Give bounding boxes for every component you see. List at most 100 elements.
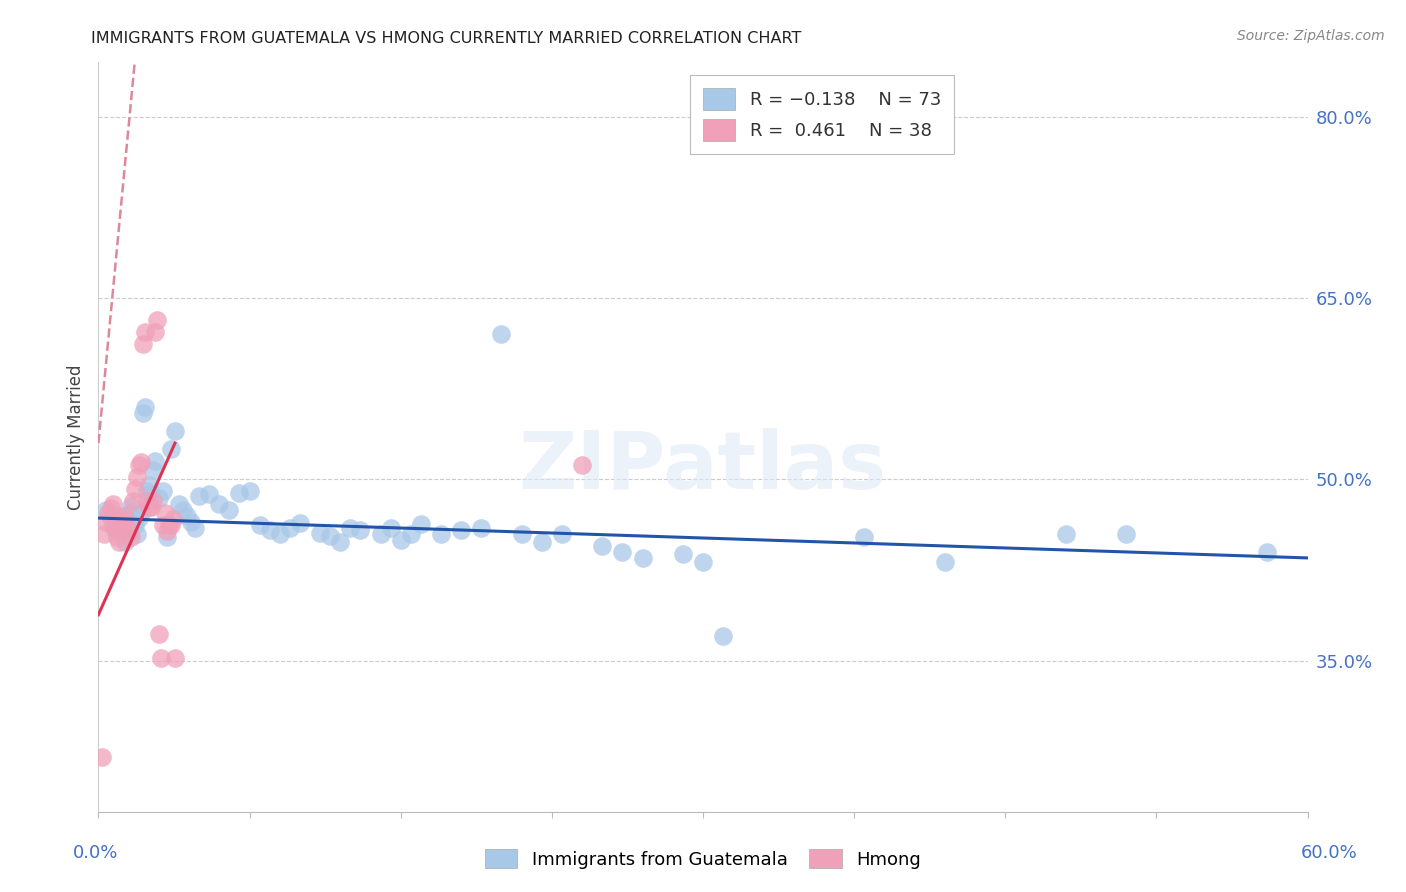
Point: [149, 651, 172, 665]
Point: [120, 499, 142, 513]
Point: [1054, 526, 1077, 541]
Point: [100, 501, 122, 516]
Point: [110, 518, 132, 533]
Point: [124, 518, 146, 533]
Point: [134, 325, 156, 339]
Point: [157, 518, 180, 533]
Point: [853, 530, 876, 544]
Point: [389, 533, 412, 547]
Point: [143, 325, 166, 339]
Point: [160, 442, 183, 457]
Point: [692, 555, 714, 569]
Point: [1115, 526, 1137, 541]
Point: [118, 506, 141, 520]
Point: [160, 518, 183, 533]
Point: [259, 523, 281, 537]
Point: [101, 497, 124, 511]
Point: [121, 515, 143, 529]
Point: [409, 517, 432, 532]
Point: [470, 521, 492, 535]
Point: [319, 529, 342, 543]
Point: [101, 518, 124, 533]
Point: [152, 484, 174, 499]
Text: IMMIGRANTS FROM GUATEMALA VS HMONG CURRENTLY MARRIED CORRELATION CHART: IMMIGRANTS FROM GUATEMALA VS HMONG CURRE…: [91, 31, 801, 46]
Point: [107, 535, 129, 549]
Point: [380, 521, 402, 535]
Point: [591, 539, 613, 553]
Text: ZIPatlas: ZIPatlas: [519, 428, 887, 506]
Point: [114, 535, 136, 549]
Point: [228, 485, 250, 500]
Point: [96, 502, 118, 516]
Point: [156, 530, 179, 544]
Point: [329, 535, 352, 549]
Point: [120, 530, 142, 544]
Point: [430, 526, 453, 541]
Point: [118, 524, 141, 539]
Point: [399, 526, 422, 541]
Point: [249, 518, 271, 533]
Point: [107, 515, 129, 529]
Point: [148, 627, 170, 641]
Point: [135, 484, 157, 499]
Point: [121, 494, 143, 508]
Point: [97, 506, 120, 520]
Point: [571, 458, 593, 472]
Point: [180, 515, 202, 529]
Point: [134, 400, 156, 414]
Point: [110, 521, 132, 535]
Point: [156, 524, 179, 539]
Point: [631, 550, 654, 565]
Point: [184, 521, 207, 535]
Point: [103, 521, 125, 535]
Point: [349, 523, 371, 537]
Point: [138, 500, 160, 515]
Point: [115, 515, 138, 529]
Point: [218, 502, 240, 516]
Point: [551, 526, 574, 541]
Point: [176, 508, 198, 523]
Text: 0.0%: 0.0%: [73, 844, 118, 862]
Point: [129, 506, 152, 520]
Point: [103, 523, 125, 537]
Point: [125, 526, 148, 541]
Point: [934, 555, 956, 569]
Point: [309, 525, 332, 540]
Point: [510, 526, 533, 541]
Point: [188, 489, 211, 503]
Y-axis label: Currently Married: Currently Married: [66, 364, 84, 510]
Text: 60.0%: 60.0%: [1301, 844, 1357, 862]
Point: [370, 526, 392, 541]
Point: [132, 406, 155, 420]
Point: [93, 526, 115, 541]
Point: [167, 497, 190, 511]
Point: [91, 750, 114, 764]
Point: [172, 502, 194, 516]
Point: [142, 463, 165, 477]
Point: [530, 535, 553, 549]
Point: [124, 482, 146, 496]
Point: [612, 545, 634, 559]
Point: [132, 337, 155, 351]
Point: [142, 494, 165, 508]
Point: [114, 508, 136, 523]
Point: [105, 508, 128, 523]
Text: Source: ZipAtlas.com: Source: ZipAtlas.com: [1237, 29, 1385, 43]
Point: [711, 630, 734, 644]
Point: [128, 511, 150, 525]
Point: [339, 521, 361, 535]
Point: [450, 523, 472, 537]
Point: [146, 313, 169, 327]
Point: [138, 478, 160, 492]
Point: [111, 513, 134, 527]
Point: [672, 547, 695, 561]
Point: [208, 497, 231, 511]
Point: [239, 484, 262, 499]
Point: [128, 458, 150, 472]
Point: [105, 530, 128, 544]
Point: [491, 327, 513, 342]
Point: [162, 512, 184, 526]
Point: [163, 651, 186, 665]
Point: [288, 516, 311, 530]
Legend: R = −0.138    N = 73, R =  0.461    N = 38: R = −0.138 N = 73, R = 0.461 N = 38: [690, 75, 953, 153]
